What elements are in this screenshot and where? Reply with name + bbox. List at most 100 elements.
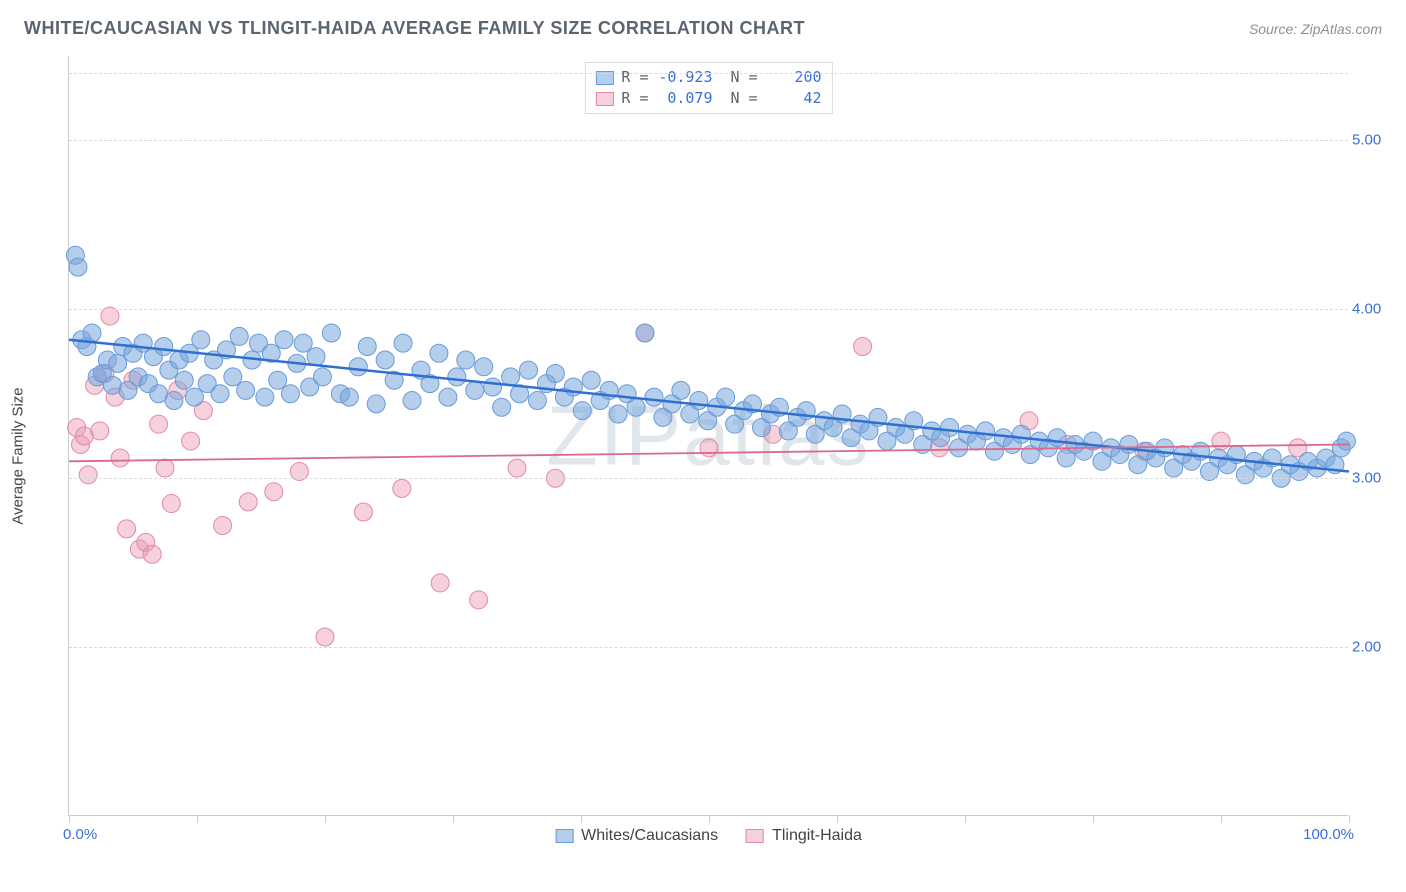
scatter-point — [376, 351, 394, 369]
scatter-point — [275, 331, 293, 349]
legend-series-name: Whites/Caucasians — [581, 827, 718, 845]
scatter-point — [403, 392, 421, 410]
scatter-point — [582, 371, 600, 389]
source-label: Source: ZipAtlas.com — [1249, 21, 1382, 37]
scatter-point — [700, 439, 718, 457]
scatter-point — [111, 449, 129, 467]
scatter-point — [91, 422, 109, 440]
legend-N-label: N = — [731, 67, 758, 88]
scatter-point — [265, 483, 283, 501]
legend-swatch — [555, 829, 573, 843]
legend-stats-row: R = -0.923 N = 200 — [595, 67, 821, 88]
legend-swatch — [746, 829, 764, 843]
scatter-point — [165, 392, 183, 410]
scatter-point — [150, 415, 168, 433]
x-tick — [1349, 815, 1350, 823]
scatter-point — [636, 324, 654, 342]
scatter-point — [340, 388, 358, 406]
y-tick-label: 3.00 — [1352, 470, 1402, 487]
scatter-point — [573, 402, 591, 420]
legend-N-value: 200 — [766, 67, 822, 88]
scatter-point — [307, 348, 325, 366]
scatter-point — [230, 327, 248, 345]
plot-svg — [69, 56, 1348, 815]
scatter-point — [214, 517, 232, 535]
scatter-point — [627, 398, 645, 416]
scatter-point — [269, 371, 287, 389]
legend-R-value: 0.079 — [657, 88, 713, 109]
scatter-point — [156, 459, 174, 477]
gridline — [69, 647, 1348, 648]
legend-N-label: N = — [731, 88, 758, 109]
scatter-point — [79, 466, 97, 484]
x-tick — [1093, 815, 1094, 823]
scatter-point — [448, 368, 466, 386]
header-row: WHITE/CAUCASIAN VS TLINGIT-HAIDA AVERAGE… — [0, 0, 1406, 47]
x-tick — [965, 815, 966, 823]
gridline — [69, 478, 1348, 479]
gridline — [69, 309, 1348, 310]
legend-swatch — [595, 92, 613, 106]
scatter-point — [313, 368, 331, 386]
scatter-point — [354, 503, 372, 521]
scatter-point — [211, 385, 229, 403]
scatter-point — [358, 337, 376, 355]
scatter-point — [690, 392, 708, 410]
scatter-point — [322, 324, 340, 342]
scatter-point — [185, 388, 203, 406]
scatter-point — [69, 258, 87, 276]
scatter-point — [528, 392, 546, 410]
scatter-point — [484, 378, 502, 396]
scatter-point — [546, 365, 564, 383]
scatter-point — [83, 324, 101, 342]
x-tick — [709, 815, 710, 823]
scatter-point — [394, 334, 412, 352]
x-tick — [325, 815, 326, 823]
legend-series: Whites/Caucasians Tlingit-Haida — [555, 827, 862, 845]
scatter-point — [976, 422, 994, 440]
legend-stats-row: R =0.079N =42 — [595, 88, 821, 109]
x-tick — [837, 815, 838, 823]
scatter-point — [182, 432, 200, 450]
legend-R-value: -0.923 — [657, 67, 713, 88]
scatter-point — [672, 381, 690, 399]
scatter-point — [393, 479, 411, 497]
scatter-point — [457, 351, 475, 369]
scatter-point — [430, 344, 448, 362]
scatter-point — [109, 354, 127, 372]
legend-series-item: Tlingit-Haida — [746, 827, 862, 845]
scatter-point — [1212, 432, 1230, 450]
x-axis-min-label: 0.0% — [63, 826, 97, 843]
x-tick — [69, 815, 70, 823]
scatter-point — [281, 385, 299, 403]
scatter-point — [1337, 432, 1355, 450]
y-tick-label: 2.00 — [1352, 639, 1402, 656]
scatter-point — [520, 361, 538, 379]
scatter-point — [143, 545, 161, 563]
y-axis-label: Average Family Size — [10, 387, 27, 524]
scatter-point — [175, 371, 193, 389]
plot-area: ZIPatlas R =-0.923N =200R =0.079N =42 0.… — [68, 56, 1348, 816]
scatter-point — [1048, 429, 1066, 447]
chart-container: Average Family Size ZIPatlas R =-0.923N … — [24, 56, 1382, 856]
scatter-point — [237, 381, 255, 399]
x-tick — [453, 815, 454, 823]
scatter-point — [502, 368, 520, 386]
y-tick-label: 5.00 — [1352, 132, 1402, 149]
scatter-point — [508, 459, 526, 477]
scatter-point — [470, 591, 488, 609]
gridline — [69, 140, 1348, 141]
scatter-point — [431, 574, 449, 592]
scatter-point — [609, 405, 627, 423]
legend-stats: R =-0.923N =200R =0.079N =42 — [584, 62, 832, 114]
scatter-point — [256, 388, 274, 406]
scatter-point — [475, 358, 493, 376]
scatter-point — [224, 368, 242, 386]
scatter-point — [1120, 435, 1138, 453]
scatter-point — [941, 419, 959, 437]
scatter-point — [316, 628, 334, 646]
scatter-point — [717, 388, 735, 406]
legend-R-label: R = — [621, 67, 648, 88]
x-tick — [1221, 815, 1222, 823]
legend-R-label: R = — [621, 88, 648, 109]
